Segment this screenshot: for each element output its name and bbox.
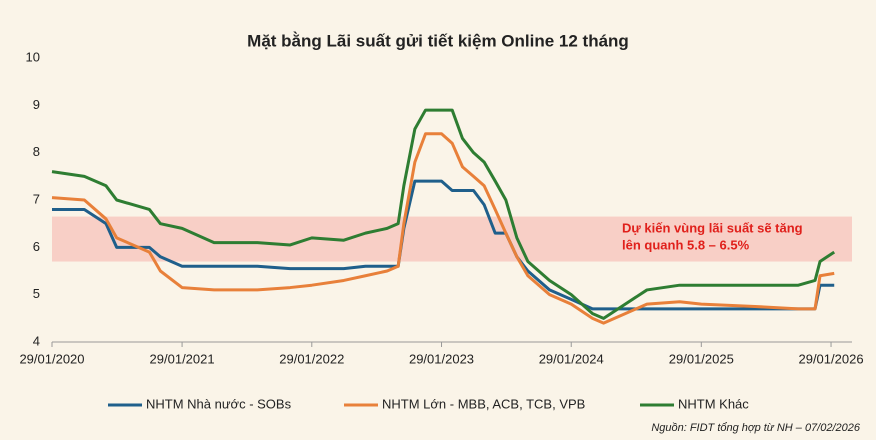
y-tick-label: 4 <box>33 333 40 348</box>
x-tick-label: 29/01/2022 <box>279 351 344 366</box>
x-tick-label: 29/01/2025 <box>669 351 734 366</box>
series-line <box>52 179 835 311</box>
y-tick-label: 6 <box>33 239 40 254</box>
x-tick-label: 29/01/2024 <box>539 351 604 366</box>
series-line <box>51 132 835 325</box>
legend-label: NHTM Lớn - MBB, ACB, TCB, VPB <box>382 396 585 411</box>
x-tick-label: 29/01/2023 <box>409 351 474 366</box>
y-tick-label: 8 <box>33 144 40 159</box>
legend-label: NHTM Khác <box>678 396 749 411</box>
series-line <box>51 108 836 320</box>
source: Nguồn: FIDT tổng hợp từ NH – 07/02/2026 <box>651 422 861 434</box>
legend-label: NHTM Nhà nước - SOBs <box>146 396 292 411</box>
x-tick-label: 29/01/2021 <box>150 351 215 366</box>
y-tick-label: 9 <box>33 97 40 112</box>
y-tick-label: 7 <box>33 191 40 206</box>
x-tick-label: 29/01/2020 <box>19 351 84 366</box>
highlight-band <box>52 216 852 262</box>
y-tick-label: 10 <box>26 49 40 64</box>
x-tick-label: 29/01/2026 <box>798 351 863 366</box>
chart-title: Mặt bằng Lãi suất gửi tiết kiệm Online 1… <box>247 31 629 50</box>
annotation: lên quanh 5.8 – 6.5% <box>622 237 750 252</box>
annotation: Dự kiến vùng lãi suất sẽ tăng <box>622 220 803 235</box>
y-tick-label: 5 <box>33 286 40 301</box>
